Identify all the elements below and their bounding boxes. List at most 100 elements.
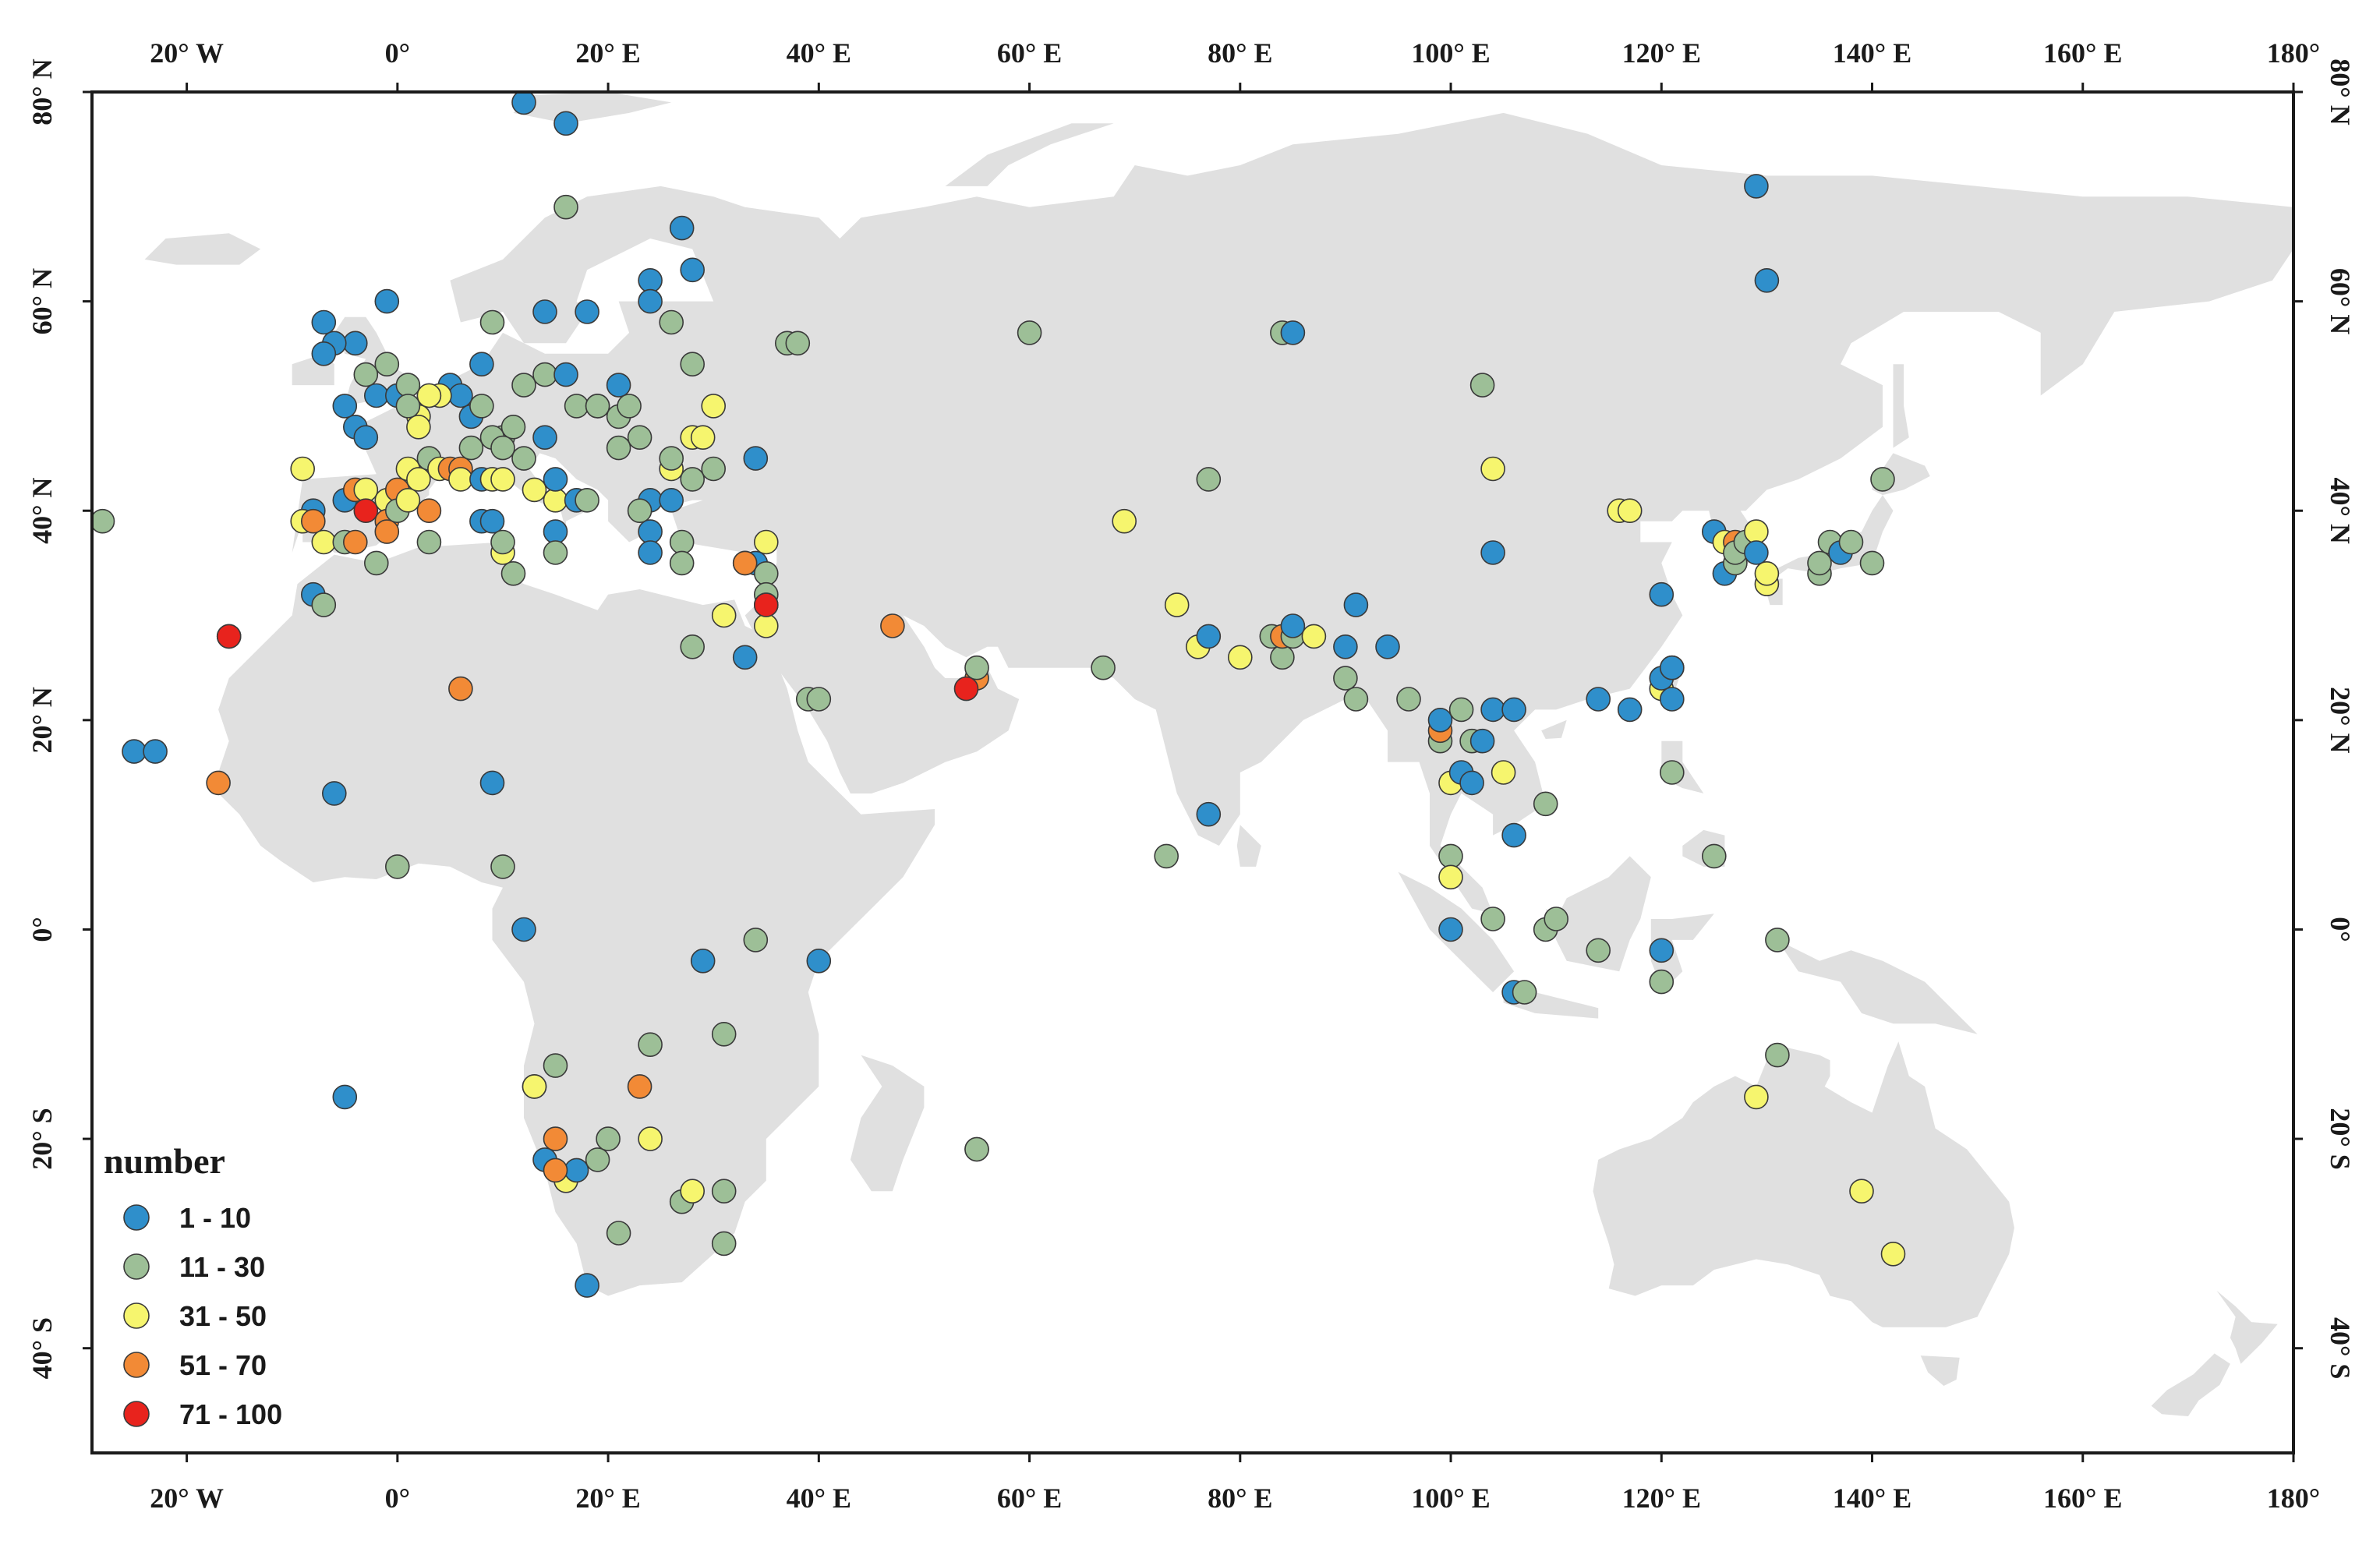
site-point bbox=[522, 477, 547, 503]
site-point bbox=[553, 111, 578, 136]
site-point bbox=[575, 299, 599, 324]
site-point bbox=[1617, 697, 1643, 723]
latitude-label: 20° S bbox=[2325, 1108, 2356, 1169]
site-point bbox=[1754, 267, 1780, 293]
site-point bbox=[469, 352, 494, 377]
site-point bbox=[806, 687, 832, 712]
legend-swatch bbox=[123, 1253, 150, 1280]
site-point bbox=[732, 550, 758, 576]
longitude-label: 60° E bbox=[997, 1483, 1062, 1514]
site-point bbox=[880, 613, 905, 638]
site-point bbox=[458, 435, 484, 461]
longitude-label: 80° E bbox=[1208, 37, 1272, 69]
legend: number 1 - 10 11 - 30 31 - 50 51 - 70 71 - 1… bbox=[104, 1141, 282, 1430]
site-point bbox=[353, 498, 379, 524]
site-point bbox=[290, 456, 316, 482]
latitude-labels-right: 80° N 60° N 40° N 20° N 0° 20° S 40° S bbox=[2325, 58, 2356, 1379]
borneo-land bbox=[1545, 856, 1651, 972]
site-point bbox=[1196, 801, 1222, 827]
legend-label: 31 - 50 bbox=[179, 1300, 267, 1332]
site-point bbox=[1649, 581, 1674, 607]
site-point bbox=[416, 383, 442, 408]
site-point bbox=[711, 1022, 737, 1047]
site-point bbox=[1849, 1179, 1874, 1203]
site-point bbox=[711, 603, 737, 628]
longitude-label: 160° E bbox=[2043, 1483, 2122, 1514]
site-point bbox=[1491, 760, 1516, 785]
longitude-label: 160° E bbox=[2043, 37, 2122, 69]
site-point bbox=[585, 1147, 610, 1172]
latitude-label: 40° S bbox=[2325, 1317, 2356, 1379]
site-point bbox=[1480, 540, 1505, 565]
site-point bbox=[575, 1273, 599, 1298]
site-point bbox=[490, 435, 515, 461]
site-point bbox=[669, 215, 695, 241]
site-point bbox=[353, 477, 379, 503]
latitude-label: 80° N bbox=[27, 58, 58, 125]
site-point bbox=[1280, 320, 1306, 345]
site-point bbox=[659, 487, 684, 513]
latitude-label: 40° N bbox=[27, 478, 58, 544]
site-point bbox=[1459, 770, 1484, 796]
longitude-label: 100° E bbox=[1411, 37, 1490, 69]
site-point bbox=[1660, 687, 1685, 712]
site-point bbox=[416, 498, 442, 524]
site-point bbox=[363, 383, 389, 408]
longitude-label: 20° W bbox=[150, 37, 224, 69]
site-point bbox=[384, 854, 410, 879]
longitude-label: 20° W bbox=[150, 1483, 224, 1514]
site-point bbox=[479, 508, 505, 534]
site-point bbox=[627, 498, 652, 524]
longitude-label: 0° bbox=[385, 1483, 410, 1514]
site-point bbox=[543, 1126, 568, 1151]
site-point bbox=[1660, 655, 1685, 680]
site-point bbox=[1754, 560, 1780, 586]
site-point bbox=[711, 1179, 737, 1203]
site-point bbox=[617, 394, 642, 419]
longitude-label: 180° bbox=[2267, 1483, 2320, 1514]
site-point bbox=[1501, 822, 1526, 848]
site-point bbox=[416, 529, 442, 555]
site-point bbox=[553, 194, 578, 220]
latitude-label: 40° N bbox=[2325, 478, 2356, 544]
site-point bbox=[511, 92, 536, 115]
site-point bbox=[1702, 843, 1727, 869]
site-point bbox=[1164, 592, 1190, 617]
site-point bbox=[1880, 1242, 1906, 1267]
site-point bbox=[1533, 791, 1558, 817]
site-point bbox=[374, 519, 400, 544]
site-point bbox=[311, 592, 337, 617]
site-point bbox=[1196, 467, 1222, 492]
site-point bbox=[332, 394, 358, 419]
australia-land bbox=[1593, 1041, 2014, 1327]
site-point bbox=[953, 676, 979, 702]
site-point bbox=[1270, 645, 1295, 670]
site-point bbox=[1333, 634, 1358, 659]
site-point bbox=[311, 529, 337, 555]
new-guinea-land bbox=[1777, 939, 1978, 1034]
site-point bbox=[543, 1053, 568, 1078]
site-point bbox=[1448, 697, 1474, 723]
site-point bbox=[1660, 760, 1685, 785]
site-point bbox=[122, 739, 147, 764]
longitude-label: 20° E bbox=[575, 37, 640, 69]
site-point bbox=[1301, 624, 1327, 649]
site-point bbox=[701, 456, 727, 482]
site-point bbox=[680, 467, 706, 492]
legend-swatch bbox=[123, 1401, 150, 1427]
site-point bbox=[1427, 707, 1453, 733]
longitude-label: 0° bbox=[385, 37, 410, 69]
longitude-label: 140° E bbox=[1833, 1483, 1911, 1514]
site-point bbox=[1838, 529, 1864, 555]
site-point bbox=[564, 394, 589, 419]
longitude-label: 180° bbox=[2267, 37, 2320, 69]
site-point bbox=[143, 739, 168, 764]
site-point bbox=[627, 1074, 652, 1099]
site-point bbox=[395, 394, 421, 419]
site-point bbox=[1469, 728, 1495, 754]
axis-ticks bbox=[83, 83, 2303, 1462]
site-point bbox=[342, 330, 368, 356]
site-point bbox=[553, 362, 578, 387]
site-point bbox=[964, 1136, 989, 1162]
